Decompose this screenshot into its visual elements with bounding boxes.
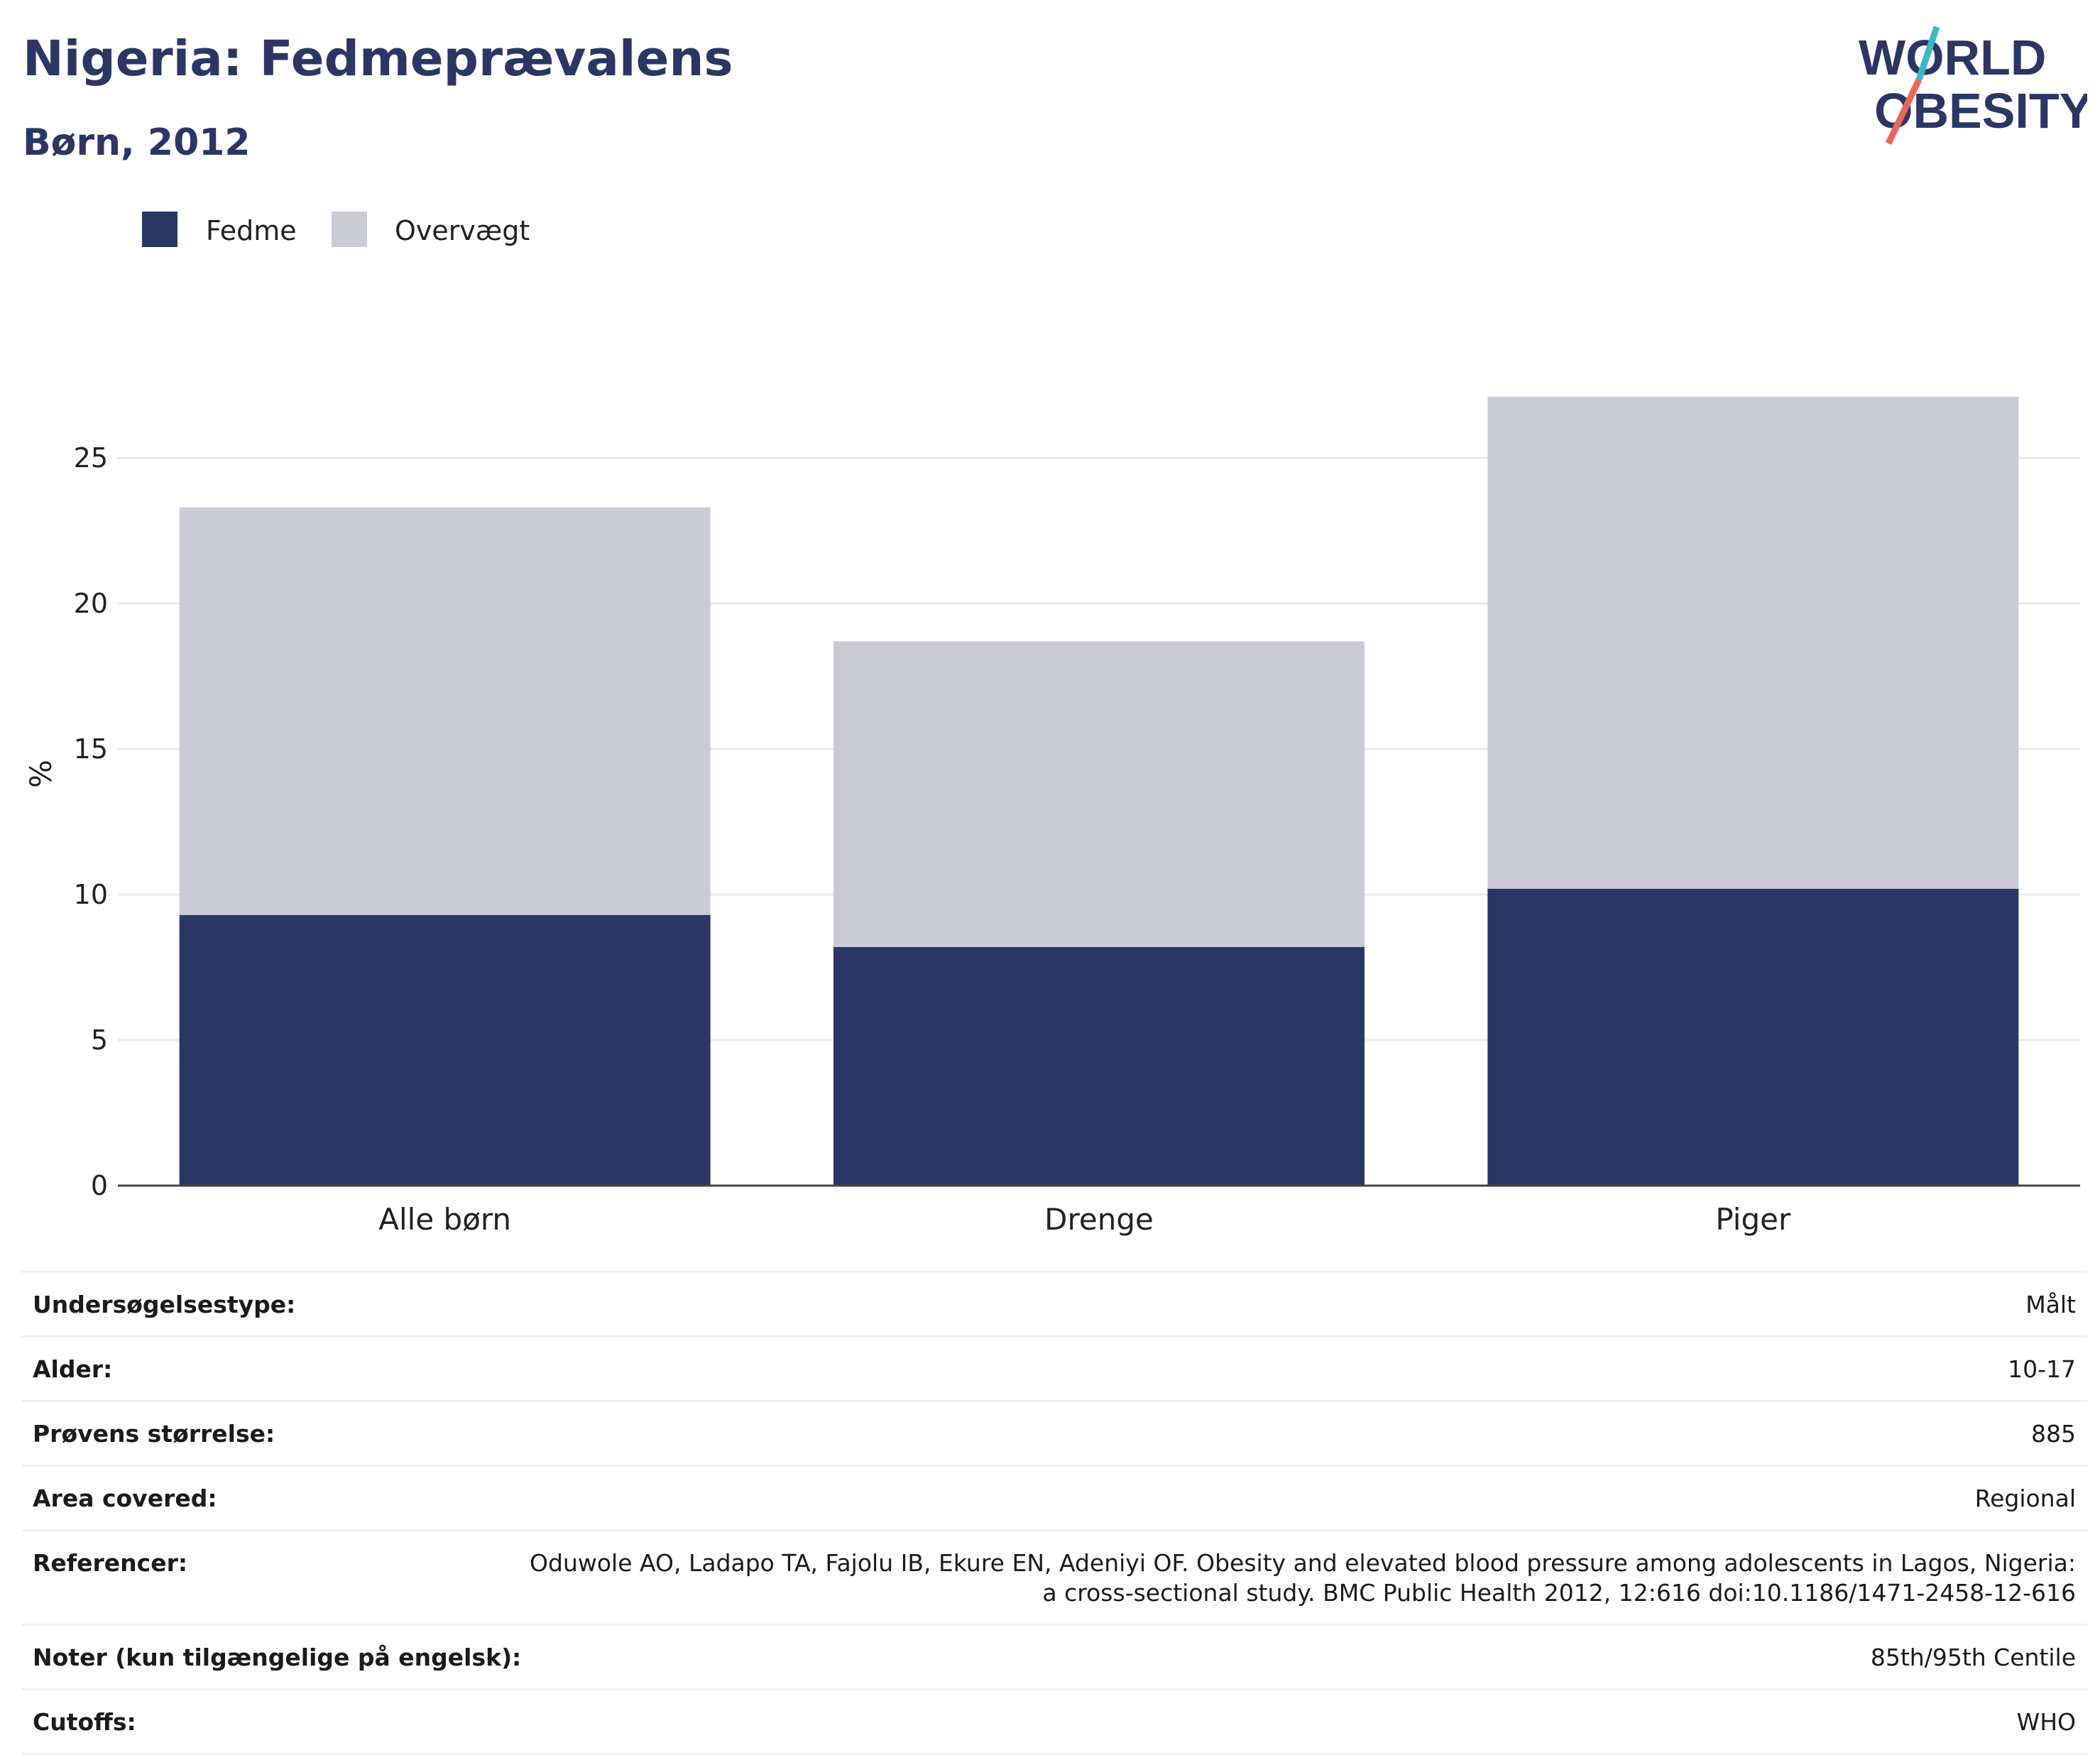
bar-fedme: [1487, 888, 2019, 1186]
legend-label: Overvægt: [395, 215, 530, 246]
details-label: Alder:: [33, 1355, 113, 1383]
y-tick-label: 20: [74, 588, 108, 619]
details-value: 885: [2031, 1420, 2076, 1448]
details-row: Undersøgelsestype: Målt: [21, 1273, 2087, 1338]
bar-overvaegt: [833, 641, 1365, 947]
x-tick-label: Drenge: [1044, 1202, 1154, 1237]
stacked-bar-chart: 0 5 10 15 20 25% Alle børn Drenge Piger Fedme Over…: [23, 212, 2080, 1237]
details-row: Cutoffs: WHO: [21, 1690, 2087, 1755]
details-label: Prøvens størrelse:: [33, 1420, 275, 1448]
y-axis-label: %: [23, 760, 58, 788]
details-row: Prøvens størrelse: 885: [21, 1402, 2087, 1467]
details-label: Area covered:: [33, 1485, 217, 1512]
world-obesity-logo: WORLD OBESITY: [1859, 26, 2087, 145]
legend-swatch: [142, 212, 177, 247]
logo-slash-coral: [1885, 78, 1923, 145]
y-tick-label: 5: [91, 1024, 108, 1056]
y-tick-label: 15: [74, 733, 108, 765]
y-tick-label: 25: [74, 442, 108, 474]
details-table: Undersøgelsestype: Målt Alder: 10-17 Prøvens…: [21, 1271, 2087, 1755]
legend-swatch: [332, 212, 367, 247]
details-label: Noter (kun tilgængelige på engelsk):: [33, 1644, 522, 1671]
details-value: Oduwole AO, Ladapo TA, Fajolu IB, Ekure …: [530, 1549, 2076, 1607]
bar-overvaegt: [179, 507, 711, 915]
bar-overvaegt: [1487, 396, 2019, 889]
details-row: Alder: 10-17: [21, 1338, 2087, 1402]
details-row: Referencer: Oduwole AO, Ladapo TA, Fajolu…: [21, 1531, 2087, 1626]
logo-text-world: WORLD: [1859, 30, 2046, 85]
x-tick-label: Alle børn: [378, 1202, 511, 1237]
y-tick-label: 10: [74, 879, 108, 910]
y-tick-label: 0: [91, 1170, 108, 1201]
details-value: Regional: [1974, 1485, 2076, 1512]
legend-label: Fedme: [206, 215, 297, 246]
bar-fedme: [179, 914, 711, 1186]
chart-subtitle: Børn, 2012: [23, 121, 251, 164]
details-label: Cutoffs:: [33, 1708, 136, 1736]
details-value: 85th/95th Centile: [1870, 1644, 2076, 1671]
x-tick-label: Piger: [1715, 1202, 1791, 1237]
details-label: Undersøgelsestype:: [33, 1291, 296, 1318]
details-row: Noter (kun tilgængelige på engelsk): 85th…: [21, 1626, 2087, 1690]
chart-title: Nigeria: Fedmeprævalens: [23, 31, 733, 87]
logo-slash-teal: [1915, 26, 1940, 81]
details-row: Area covered: Regional: [21, 1467, 2087, 1531]
details-value: WHO: [2016, 1708, 2076, 1736]
details-value: 10-17: [2008, 1355, 2076, 1383]
bar-fedme: [833, 946, 1365, 1186]
details-label: Referencer:: [33, 1549, 188, 1577]
details-value: Målt: [2025, 1291, 2076, 1318]
